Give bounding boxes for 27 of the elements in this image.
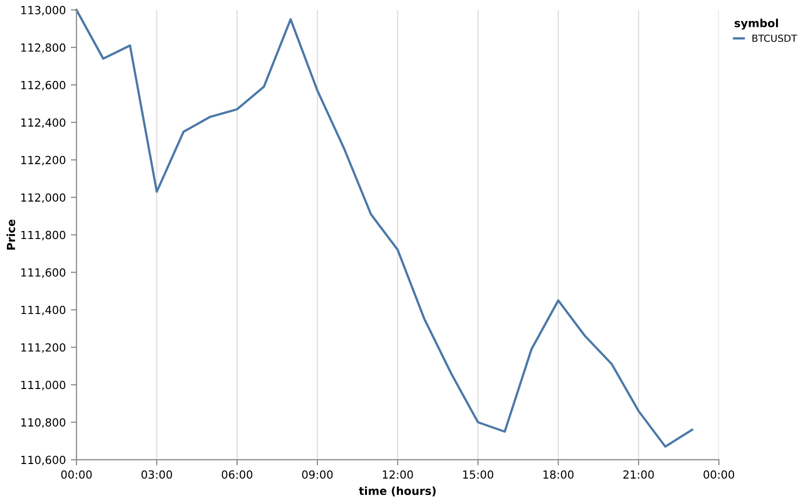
x-tick-label: 18:00 [543,470,574,479]
y-axis-title: Price [6,220,16,250]
legend-title: symbol [734,18,778,30]
x-tick-label: 21:00 [623,470,654,479]
y-tick-label: 112,800 [21,43,66,53]
x-tick-label: 06:00 [222,470,252,479]
y-tick-label: 112,400 [21,118,66,128]
legend-label: BTCUSDT [752,34,798,42]
y-tick-label: 111,800 [21,230,66,240]
x-tick-label: 03:00 [141,470,172,479]
x-tick-label: 12:00 [382,470,413,479]
x-tick-label: 09:00 [302,470,333,479]
x-tick-label: 00:00 [61,470,92,479]
y-tick-label: 111,400 [21,306,66,316]
y-tick-label: 111,000 [21,380,66,390]
y-tick-label: 113,000 [21,6,66,16]
x-tick-label: 00:00 [704,470,734,479]
y-tick-label: 112,600 [21,80,66,90]
x-axis-title: time (hours) [358,486,436,496]
y-tick-label: 111,600 [21,268,66,278]
y-tick-label: 110,600 [21,456,66,466]
y-tick-label: 112,000 [21,193,66,203]
y-tick-label: 111,200 [21,343,66,353]
y-tick-label: 110,800 [21,418,66,428]
line-series [75,8,694,448]
x-tick-label: 15:00 [463,470,494,479]
y-tick-label: 112,200 [21,156,66,166]
